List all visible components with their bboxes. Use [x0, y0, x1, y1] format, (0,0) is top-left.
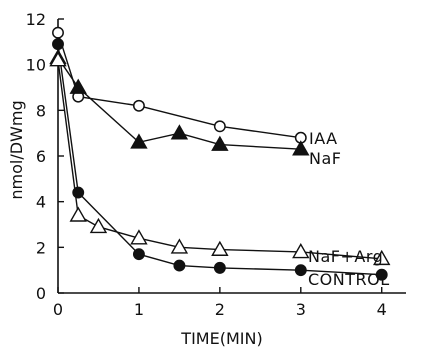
point-control-6 — [375, 268, 388, 281]
y-axis-label: nmol/DWmg — [7, 100, 26, 199]
point-control-4 — [213, 261, 226, 274]
series-line-naf — [57, 57, 301, 150]
point-naf-5 — [292, 140, 310, 156]
x-tick-label-1: 1 — [134, 300, 144, 319]
point-naf-1 — [69, 78, 87, 94]
point-naf-arg-6 — [292, 242, 310, 259]
y-tick-label-4: 4 — [36, 193, 46, 212]
y-tick-label-2: 2 — [36, 238, 46, 257]
y-tick-label-6: 6 — [36, 147, 46, 166]
series-label-control: CONTROL — [308, 270, 390, 289]
y-tick-label-12: 12 — [26, 10, 46, 29]
y-tick-label-8: 8 — [36, 101, 46, 120]
x-tick-label-2: 2 — [215, 300, 225, 319]
x-tick-label-3: 3 — [296, 300, 306, 319]
series-label-naf: NaF — [309, 149, 341, 168]
series-label-naf-arg: NaF+Arg — [308, 247, 383, 266]
point-iaa-3 — [213, 120, 226, 133]
x-tick-label-4: 4 — [377, 300, 387, 319]
point-control-5 — [294, 264, 307, 277]
x-axis-label: TIME(MIN) — [180, 329, 262, 348]
y-tick-label-0: 0 — [36, 284, 46, 303]
point-control-2 — [132, 248, 145, 261]
series-line-iaa — [57, 32, 301, 139]
point-naf-2 — [130, 133, 148, 149]
labels: TIME(MIN) nmol/DWmg IAA NaF NaF+Arg CONT… — [7, 100, 390, 348]
x-tick-label-0: 0 — [53, 300, 63, 319]
point-naf-4 — [211, 135, 229, 151]
point-naf-arg-4 — [170, 238, 189, 254]
point-naf-arg-0 — [49, 51, 67, 67]
point-iaa-2 — [132, 99, 145, 112]
point-naf-arg-2 — [89, 217, 108, 234]
series-label-iaa: IAA — [309, 129, 338, 148]
series-markers — [49, 26, 391, 281]
point-naf-arg-1 — [69, 206, 87, 222]
point-iaa-0 — [52, 26, 64, 39]
point-naf-arg-7 — [373, 249, 391, 266]
point-naf-arg-3 — [130, 229, 148, 245]
point-control-3 — [173, 259, 186, 272]
point-control-1 — [72, 186, 85, 199]
point-naf-3 — [170, 124, 189, 140]
point-naf-arg-5 — [211, 240, 229, 256]
y-tick-label-10: 10 — [26, 56, 46, 75]
point-control-0 — [52, 38, 64, 51]
